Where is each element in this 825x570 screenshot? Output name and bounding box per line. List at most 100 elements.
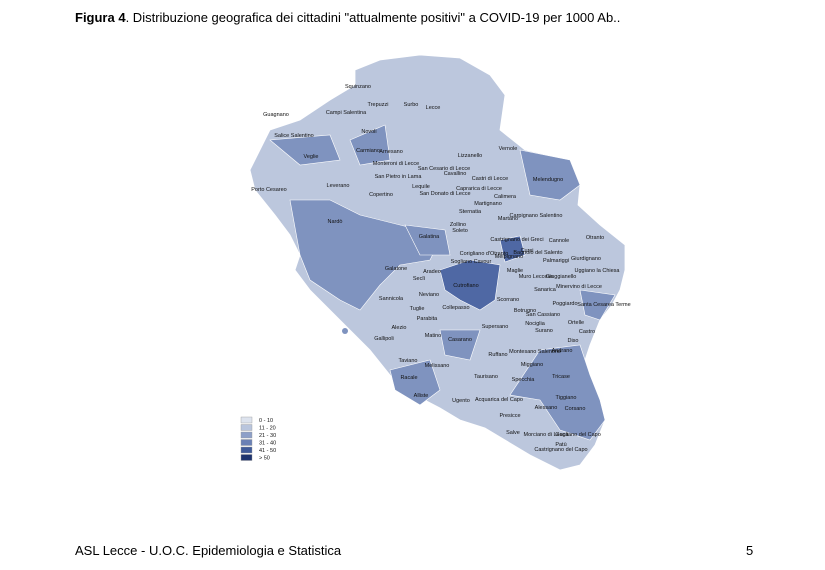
town-label: Casarano xyxy=(448,337,472,343)
town-label: Maglie xyxy=(507,268,523,274)
town-label: Cavallino xyxy=(444,171,467,177)
town-label: Supersano xyxy=(482,324,509,330)
town-label: Taurisano xyxy=(474,374,498,380)
town-label: San Donato di Lecce xyxy=(419,191,470,197)
legend-swatch xyxy=(240,431,253,439)
town-label: Zollino xyxy=(450,222,466,228)
region xyxy=(509,344,606,441)
caption: Figura 4. Distribuzione geografica dei c… xyxy=(75,10,620,25)
town-label: Galatone xyxy=(385,266,407,272)
town-label: Caprarica di Lecce xyxy=(456,186,502,192)
town-label: Copertino xyxy=(369,192,393,198)
town-label: Otranto xyxy=(586,235,604,241)
town-label: Taviano xyxy=(399,358,418,364)
legend-swatch xyxy=(240,424,253,431)
footer-text: ASL Lecce - U.O.C. Epidemiologia e Stati… xyxy=(75,543,342,558)
legend-label: 31 - 40 xyxy=(259,441,276,447)
town-label: Novoli xyxy=(361,129,376,135)
town-label: Castrignano dei Greci xyxy=(490,237,543,243)
town-label: Neviano xyxy=(419,292,439,298)
town-label: Bagnolo del Salento xyxy=(513,250,562,256)
region-dark xyxy=(439,259,501,311)
town-label: Tuglie xyxy=(410,306,425,312)
town-label: Melissano xyxy=(425,363,450,369)
town-label: Porto Cesareo xyxy=(251,187,286,193)
town-label: Cutrofiano xyxy=(453,283,478,289)
town-label: Scorrano xyxy=(497,297,519,303)
town-label: Minervino di Lecce xyxy=(556,284,602,290)
town-label: Giurdignano xyxy=(571,256,601,262)
town-label: Sanarica xyxy=(534,287,557,293)
town-label: Patù xyxy=(555,442,566,448)
town-label: Uggiano la Chiesa xyxy=(575,268,621,274)
town-label: Leverano xyxy=(327,183,350,189)
town-label: San Cesario di Lecce xyxy=(418,166,470,172)
town-label: Miggiano xyxy=(521,362,543,368)
town-label: Acquarica del Capo xyxy=(475,397,523,403)
legend-label: 11 - 20 xyxy=(259,426,276,432)
region xyxy=(389,359,441,406)
region-dark xyxy=(499,235,526,263)
town-label: Tiggiano xyxy=(556,395,577,401)
town-label: Salice Salentino xyxy=(274,133,313,139)
town-label: Presicce xyxy=(499,413,520,419)
town-label: Carmiano xyxy=(356,148,380,154)
town-label: Muro Leccese xyxy=(519,274,554,280)
region xyxy=(289,199,441,311)
town-label: Monteroni di Lecce xyxy=(373,161,419,167)
legend-swatch xyxy=(240,416,253,424)
legend-label: 41 - 50 xyxy=(259,448,276,454)
legend-swatch xyxy=(240,446,253,454)
town-label: Arnesano xyxy=(379,149,403,155)
town-label: Surbo xyxy=(404,102,419,108)
town-label: Alessano xyxy=(535,405,558,411)
town-label: Gallipoli xyxy=(374,336,394,342)
town-label: Seclì xyxy=(413,276,426,282)
map-regions xyxy=(269,124,616,441)
town-label: Tricase xyxy=(552,374,570,380)
town-label: Specchia xyxy=(512,377,536,383)
town-label: Trepuzzi xyxy=(368,102,389,108)
caption-label: Figura 4 xyxy=(75,10,126,25)
legend-label: 0 - 10 xyxy=(259,418,273,424)
region xyxy=(519,149,581,201)
town-label: Gagliano del Capo xyxy=(555,432,601,438)
town-label: Nardò xyxy=(328,219,343,225)
town-label: San Pietro in Lama xyxy=(375,174,423,180)
town-label: Lizzanello xyxy=(458,153,482,159)
town-label: Sannicola xyxy=(379,296,404,302)
town-label: Melendugno xyxy=(533,177,563,183)
region xyxy=(579,289,616,321)
town-label: Castri di Lecce xyxy=(472,176,508,182)
town-label: Lequile xyxy=(412,184,430,190)
town-label: Carpignano Salentino xyxy=(510,213,563,219)
legend-swatch xyxy=(240,454,253,461)
town-label: Corsano xyxy=(565,406,586,412)
town-label: Ruffano xyxy=(488,352,507,358)
town-label: Matino xyxy=(425,333,442,339)
town-label: Vernole xyxy=(499,146,518,152)
town-label: Corigliano d'Otranto xyxy=(460,251,509,257)
town-label: Melpignano xyxy=(495,254,523,260)
town-label: Salve xyxy=(506,430,520,436)
town-label: Ortelle xyxy=(568,320,584,326)
town-label: Aradeo xyxy=(423,269,441,275)
town-label: Racale xyxy=(400,375,417,381)
region xyxy=(404,224,451,256)
legend-label: 21 - 30 xyxy=(259,433,276,439)
region xyxy=(349,124,391,166)
town-label: Andrano xyxy=(552,348,573,354)
town-label: Soleto xyxy=(452,228,468,234)
town-label: Sternatia xyxy=(459,209,482,215)
town-label: San Cassiano xyxy=(526,312,560,318)
town-label: Cursi xyxy=(521,248,534,254)
town-label: Alezio xyxy=(392,325,407,331)
town-label: Guagnano xyxy=(263,112,289,118)
town-label: Palmariggi xyxy=(543,258,569,264)
town-label: Diso xyxy=(567,338,578,344)
town-label: Campi Salentina xyxy=(326,110,367,116)
town-label: Poggiardo xyxy=(552,301,577,307)
legend-swatch xyxy=(240,439,253,446)
town-label: Squinzano xyxy=(345,84,371,90)
